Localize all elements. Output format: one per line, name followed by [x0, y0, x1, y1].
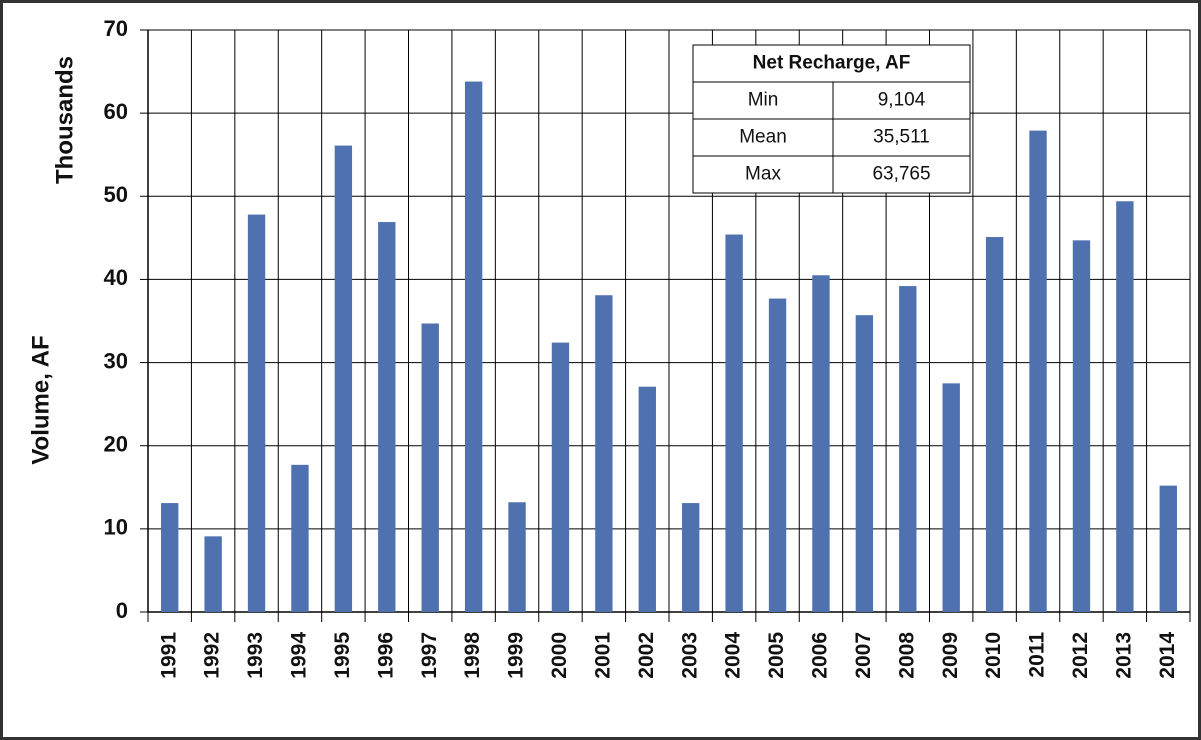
bar [682, 503, 700, 612]
bar [291, 464, 309, 612]
x-tick-label: 2010 [982, 632, 1005, 679]
bar [812, 275, 830, 612]
x-tick-label: 1996 [374, 632, 397, 679]
y-tick-label: 10 [104, 515, 128, 540]
y-tick-label: 40 [104, 265, 128, 290]
bar [334, 145, 353, 612]
bar [551, 342, 570, 612]
y-tick-label: 50 [104, 182, 128, 207]
x-tick-label: 2013 [1112, 632, 1135, 679]
bar [899, 286, 917, 612]
bar [1159, 485, 1177, 612]
x-tick-label: 2008 [895, 632, 918, 679]
bar [464, 81, 483, 612]
x-tick-label: 1998 [461, 632, 484, 679]
bar [1029, 130, 1047, 613]
table-cell: 35,511 [873, 127, 930, 148]
y-tick-label: 0 [116, 598, 128, 623]
y-axis-label: Volume, AF [27, 335, 54, 464]
table-title: Net Recharge, AF [753, 53, 911, 74]
bar [1072, 240, 1091, 612]
x-tick-label: 1991 [157, 632, 180, 679]
bar [985, 237, 1004, 613]
y-unit-label: Thousands [51, 56, 78, 184]
bar [855, 315, 874, 612]
x-tick-label: 2007 [852, 632, 875, 679]
bar [421, 323, 439, 612]
bar [204, 536, 222, 612]
x-tick-label: 2001 [591, 632, 614, 679]
x-tick-label: 2000 [548, 632, 571, 679]
x-tick-label: 2014 [1156, 632, 1179, 679]
y-tick-label: 60 [104, 99, 128, 124]
bar [1116, 201, 1134, 612]
x-tick-label: 1993 [244, 632, 267, 679]
x-tick-label: 2005 [765, 632, 788, 679]
table-cell: 9,104 [878, 90, 926, 111]
y-tick-label: 30 [104, 348, 128, 373]
x-tick-label: 1997 [418, 632, 441, 679]
bar [638, 386, 656, 612]
table-cell: Min [748, 90, 779, 111]
bar [595, 295, 613, 612]
table-cell: Max [745, 164, 781, 185]
x-tick-label: 1992 [201, 632, 224, 679]
bar [942, 383, 960, 612]
bar [378, 222, 396, 612]
x-tick-label: 2006 [809, 632, 832, 679]
bar [247, 214, 266, 612]
x-tick-label: 2012 [1069, 632, 1092, 679]
x-tick-label: 1994 [288, 632, 311, 679]
bar [161, 503, 179, 612]
y-tick-label: 20 [104, 432, 128, 457]
x-tick-label: 2009 [939, 632, 962, 679]
bar [768, 298, 787, 612]
x-tick-label: 2003 [678, 632, 701, 679]
x-tick-label: 2011 [1026, 632, 1049, 678]
table-cell: Mean [739, 127, 787, 148]
x-tick-label: 2004 [722, 632, 745, 679]
bar [508, 502, 526, 612]
table-cell: 63,765 [872, 164, 930, 185]
x-tick-label: 1995 [331, 632, 354, 679]
x-tick-label: 2002 [635, 632, 658, 679]
y-tick-label: 70 [104, 16, 128, 41]
bar [725, 234, 743, 612]
x-tick-label: 1999 [505, 632, 528, 679]
